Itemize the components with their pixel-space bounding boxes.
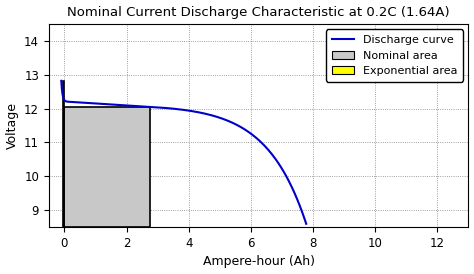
X-axis label: Ampere-hour (Ah): Ampere-hour (Ah) bbox=[203, 255, 315, 269]
Bar bbox=[63, 81, 64, 227]
Legend: Discharge curve, Nominal area, Exponential area: Discharge curve, Nominal area, Exponenti… bbox=[326, 29, 463, 82]
Y-axis label: Voltage: Voltage bbox=[6, 102, 18, 149]
Bar bbox=[64, 107, 150, 227]
Title: Nominal Current Discharge Characteristic at 0.2C (1.64A): Nominal Current Discharge Characteristic… bbox=[67, 5, 450, 19]
